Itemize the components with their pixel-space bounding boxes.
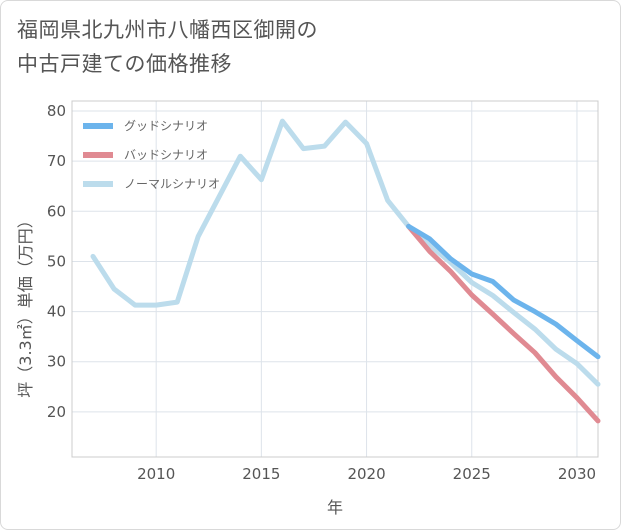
- series-line-1: [406, 223, 601, 424]
- y-tick-label: 60: [47, 202, 66, 220]
- x-axis-ticks: 2010 2015 2020 2025 2030: [137, 465, 596, 483]
- x-tick-label: 2025: [453, 465, 491, 483]
- grid: [72, 101, 598, 457]
- y-axis-ticks: 20 30 40 50 60 70 80: [47, 102, 66, 421]
- chart-title: 福岡県北九州市八幡西区御開の 中古戸建ての価格推移: [17, 13, 607, 81]
- y-tick-label: 50: [47, 252, 66, 270]
- series-group: [90, 118, 601, 424]
- legend-label-0: グッドシナリオ: [124, 119, 208, 133]
- legend-label-1: バッドシナリオ: [124, 148, 208, 162]
- y-tick-label: 80: [47, 102, 66, 120]
- chart-title-line1: 福岡県北九州市八幡西区御開の: [17, 18, 318, 42]
- series-line-0: [406, 223, 601, 360]
- x-tick-label: 2015: [242, 465, 280, 483]
- y-axis-label: 坪（3.3㎡）単価（万円）: [16, 212, 35, 397]
- legend-label-2: ノーマルシナリオ: [124, 177, 220, 191]
- x-tick-label: 2030: [558, 465, 596, 483]
- x-tick-label: 2020: [347, 465, 385, 483]
- y-tick-label: 30: [47, 353, 66, 371]
- y-tick-label: 70: [47, 152, 66, 170]
- y-tick-label: 20: [47, 403, 66, 421]
- x-tick-label: 2010: [137, 465, 175, 483]
- y-tick-label: 40: [47, 303, 66, 321]
- plot-area: [71, 100, 599, 458]
- chart-title-line2: 中古戸建ての価格推移: [17, 52, 232, 76]
- series-line-2: [90, 118, 601, 387]
- x-axis-label: 年: [327, 498, 343, 517]
